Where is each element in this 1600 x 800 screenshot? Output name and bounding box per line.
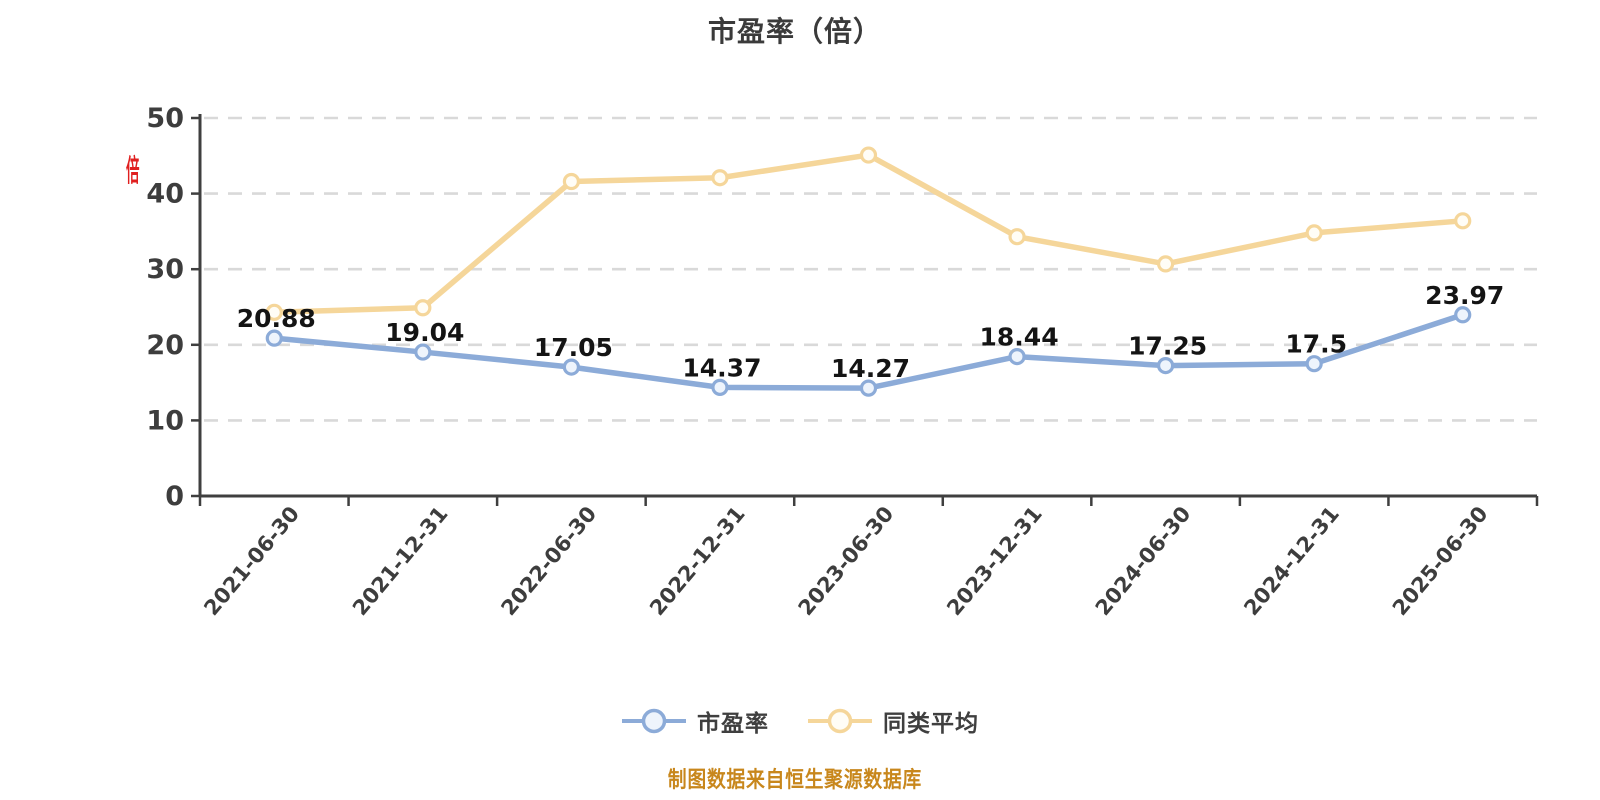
legend-marker-average-icon: [808, 708, 872, 734]
data-point[interactable]: [1008, 228, 1026, 246]
data-point[interactable]: [414, 343, 432, 361]
data-point[interactable]: [1454, 306, 1472, 324]
data-point[interactable]: [1157, 255, 1175, 273]
value-label: 20.88: [237, 304, 316, 333]
data-point[interactable]: [859, 146, 878, 164]
data-point[interactable]: [711, 378, 729, 396]
x-axis-label: 2021-12-31: [348, 502, 453, 620]
data-point[interactable]: [414, 299, 432, 317]
legend-label-average: 同类平均: [883, 711, 979, 737]
data-source-footnote: 制图数据来自恒生聚源数据库: [667, 768, 923, 793]
value-label: 19.04: [385, 318, 464, 347]
data-point[interactable]: [711, 169, 729, 187]
value-label: 18.44: [980, 323, 1059, 352]
data-point[interactable]: [1454, 212, 1472, 230]
x-axis-label: 2024-06-30: [1091, 502, 1196, 620]
value-label: 14.27: [831, 354, 910, 383]
y-axis-tick-label: 20: [146, 330, 184, 361]
legend-item-pe[interactable]: 市盈率: [621, 704, 769, 738]
value-label: 23.97: [1425, 281, 1504, 310]
data-point[interactable]: [1305, 355, 1323, 373]
data-point[interactable]: [265, 303, 283, 321]
legend-label-pe: 市盈率: [697, 711, 769, 737]
x-axis-label: 2025-06-30: [1388, 502, 1493, 620]
x-axis-label: 2024-12-31: [1239, 502, 1344, 620]
data-point[interactable]: [562, 172, 580, 191]
data-point[interactable]: [562, 358, 580, 376]
y-axis-tick-label: 10: [146, 405, 184, 436]
y-axis-tick-label: 0: [165, 481, 184, 512]
x-axis-label: 2021-06-30: [199, 502, 304, 620]
x-axis-label: 2023-12-31: [942, 502, 1047, 620]
value-label: 14.37: [682, 353, 761, 382]
chart-legend: 市盈率 同类平均: [0, 704, 1600, 738]
y-axis-unit-label: 倍: [126, 154, 140, 189]
x-axis-label: 2022-12-31: [645, 502, 750, 620]
y-axis-tick-label: 40: [146, 179, 184, 210]
chart-title: 市盈率（倍）: [707, 15, 882, 48]
series-line-同类平均: [271, 152, 1466, 316]
value-label: 17.05: [534, 333, 613, 362]
data-point[interactable]: [1157, 356, 1175, 375]
data-point[interactable]: [265, 329, 283, 347]
data-point[interactable]: [1008, 347, 1026, 366]
legend-marker-pe-icon: [622, 708, 686, 734]
x-axis-label: 2022-06-30: [496, 502, 601, 620]
value-label: 17.5: [1285, 330, 1347, 359]
legend-item-average[interactable]: 同类平均: [807, 704, 979, 738]
x-axis-label: 2023-06-30: [794, 502, 899, 620]
value-label: 17.25: [1128, 332, 1207, 361]
y-axis-tick-label: 30: [146, 254, 184, 285]
data-point[interactable]: [1305, 224, 1323, 242]
data-point[interactable]: [859, 379, 878, 397]
y-axis-tick-label: 50: [146, 103, 184, 134]
